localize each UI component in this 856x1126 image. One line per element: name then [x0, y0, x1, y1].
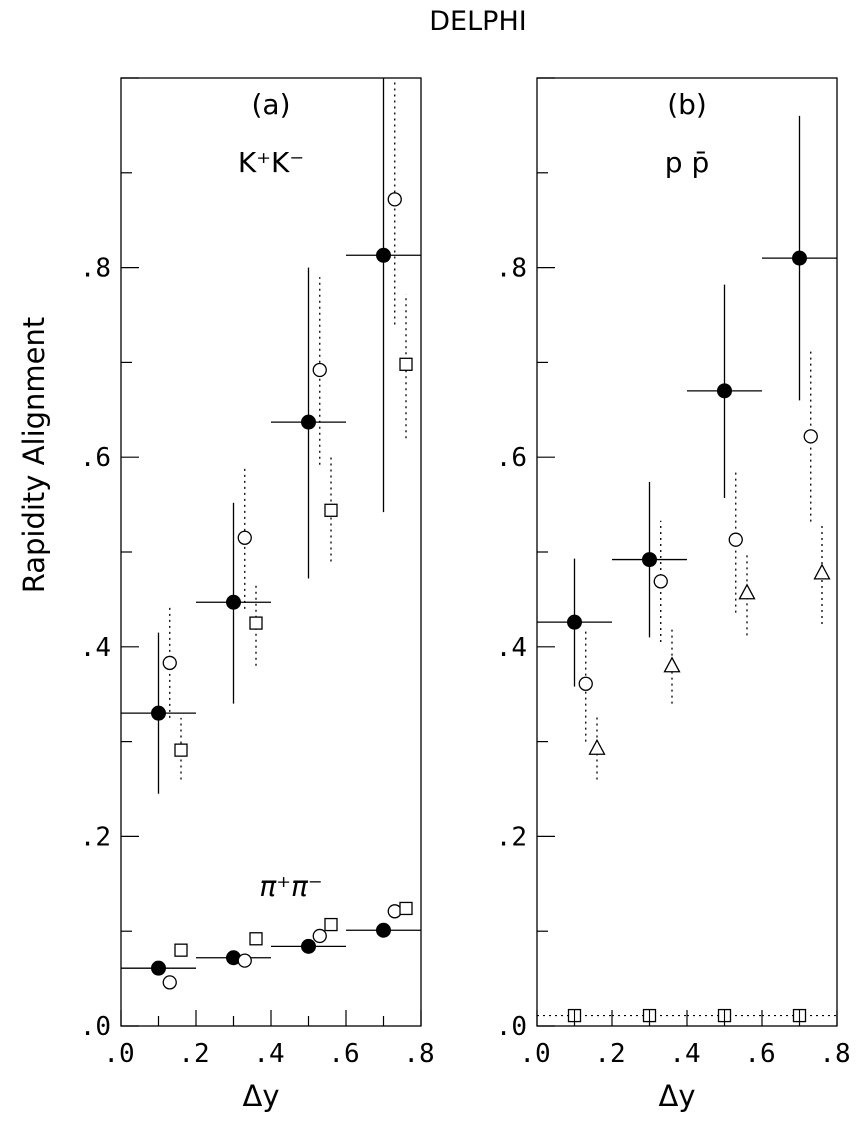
- panel-a-open-circle-point: [387, 192, 402, 207]
- panel-b-open-triangle-point: [588, 738, 606, 755]
- panel-b-open-circle-point: [578, 676, 593, 691]
- panel-a-y-tick-label: .0: [80, 1012, 111, 1042]
- panel-b-y-tick-label: .6: [496, 443, 527, 473]
- panel-a-label: (a): [251, 88, 290, 121]
- panel-b-open-triangle-point: [813, 563, 831, 580]
- panel-a-y-tick-label: .4: [80, 633, 111, 663]
- panel-b-x-tick-label: .8: [819, 1039, 850, 1069]
- panel-a-y-tick-label: .8: [80, 254, 111, 284]
- y-axis-label: Rapidity Alignment: [17, 317, 51, 594]
- panel-a-filled-circle-point: [301, 938, 316, 954]
- panel-a-open-circle-point: [162, 655, 177, 671]
- chart-title: DELPHI: [429, 6, 526, 37]
- panel-a-open-square-point: [174, 943, 188, 957]
- panel-a-x-tick-label: .6: [328, 1039, 359, 1069]
- panel-a-x-tick-label: .8: [403, 1039, 434, 1069]
- panel-b-x-tick-label: .2: [594, 1039, 625, 1069]
- panel-a-open-circle-point: [312, 928, 327, 944]
- panel-a-pion-label: π⁺π⁻: [259, 870, 322, 903]
- panel-a-open-square-point: [249, 932, 263, 946]
- panel-a: .0 .2 .4 .6 .8 .0 .2 .4 .6 .8 Δy (a) K⁺K⁻ π⁺π⁻: [80, 77, 435, 1113]
- panel-a-open-square-point: [324, 917, 338, 932]
- panel-a-filled-circle-point: [226, 950, 241, 966]
- panel-b-open-circle-point: [728, 532, 743, 547]
- panel-a-open-square-point: [399, 901, 413, 916]
- panel-a-y-tick-label: .2: [80, 822, 111, 852]
- panel-a-open-square-point: [399, 357, 413, 371]
- panel-a-open-circle-point: [312, 362, 327, 378]
- panel-a-open-circle-point: [387, 904, 402, 919]
- panel-a-filled-circle-point: [151, 960, 166, 976]
- panel-a-open-square-point: [249, 616, 263, 630]
- panel-b-open-circle-point: [803, 429, 818, 444]
- panel-b-x-tick-label: .6: [744, 1039, 775, 1069]
- panel-b-label: (b): [667, 88, 707, 121]
- panel-b-filled-circle-point: [567, 614, 582, 630]
- panel-a-filled-circle-point: [376, 247, 391, 263]
- panel-b-filled-circle-point: [642, 552, 657, 568]
- panel-b-x-axis-label: Δy: [658, 1079, 695, 1113]
- panel-b-filled-circle-point: [717, 383, 732, 399]
- panel-a-filled-circle-point: [376, 922, 391, 938]
- panel-b-open-triangle-point: [738, 583, 756, 600]
- panel-a-channel-label: K⁺K⁻: [238, 146, 304, 179]
- panel-a-open-square-point: [324, 503, 338, 517]
- panel-b-x-tick-label: .4: [669, 1039, 700, 1069]
- panel-a-x-axis-label: Δy: [242, 1079, 279, 1113]
- panel-a-filled-circle-point: [151, 705, 166, 721]
- panel-a-open-circle-point: [162, 975, 177, 990]
- panel-b-y-tick-label: .2: [496, 822, 527, 852]
- panel-b-open-circle-point: [653, 574, 668, 589]
- panel-a-filled-circle-point: [226, 594, 241, 610]
- panel-b-channel-label: p p̄: [665, 146, 709, 179]
- panel-a-open-square-point: [174, 743, 188, 757]
- panel-b-y-tick-label: .8: [496, 254, 527, 284]
- panel-a-y-tick-label: .6: [80, 443, 111, 473]
- panel-a-x-tick-label: .0: [103, 1039, 134, 1069]
- panel-b-open-triangle-point: [663, 656, 681, 673]
- panel-a-open-circle-point: [237, 953, 252, 968]
- panel-b-y-tick-label: .0: [496, 1012, 527, 1042]
- panel-a-x-tick-label: .2: [178, 1039, 209, 1069]
- panel-b-x-tick-label: .0: [519, 1039, 550, 1069]
- panel-a-open-circle-point: [237, 530, 252, 545]
- panel-b: .0 .2 .4 .6 .8 .0 .2 .4 .6 .8 Δy (b) p p̄: [496, 77, 851, 1113]
- panel-a-x-tick-label: .4: [253, 1039, 284, 1069]
- panel-b-frame: [536, 77, 838, 1027]
- panel-b-filled-circle-point: [792, 250, 807, 266]
- panel-a-filled-circle-point: [301, 414, 316, 430]
- panel-b-y-tick-label: .4: [496, 633, 527, 663]
